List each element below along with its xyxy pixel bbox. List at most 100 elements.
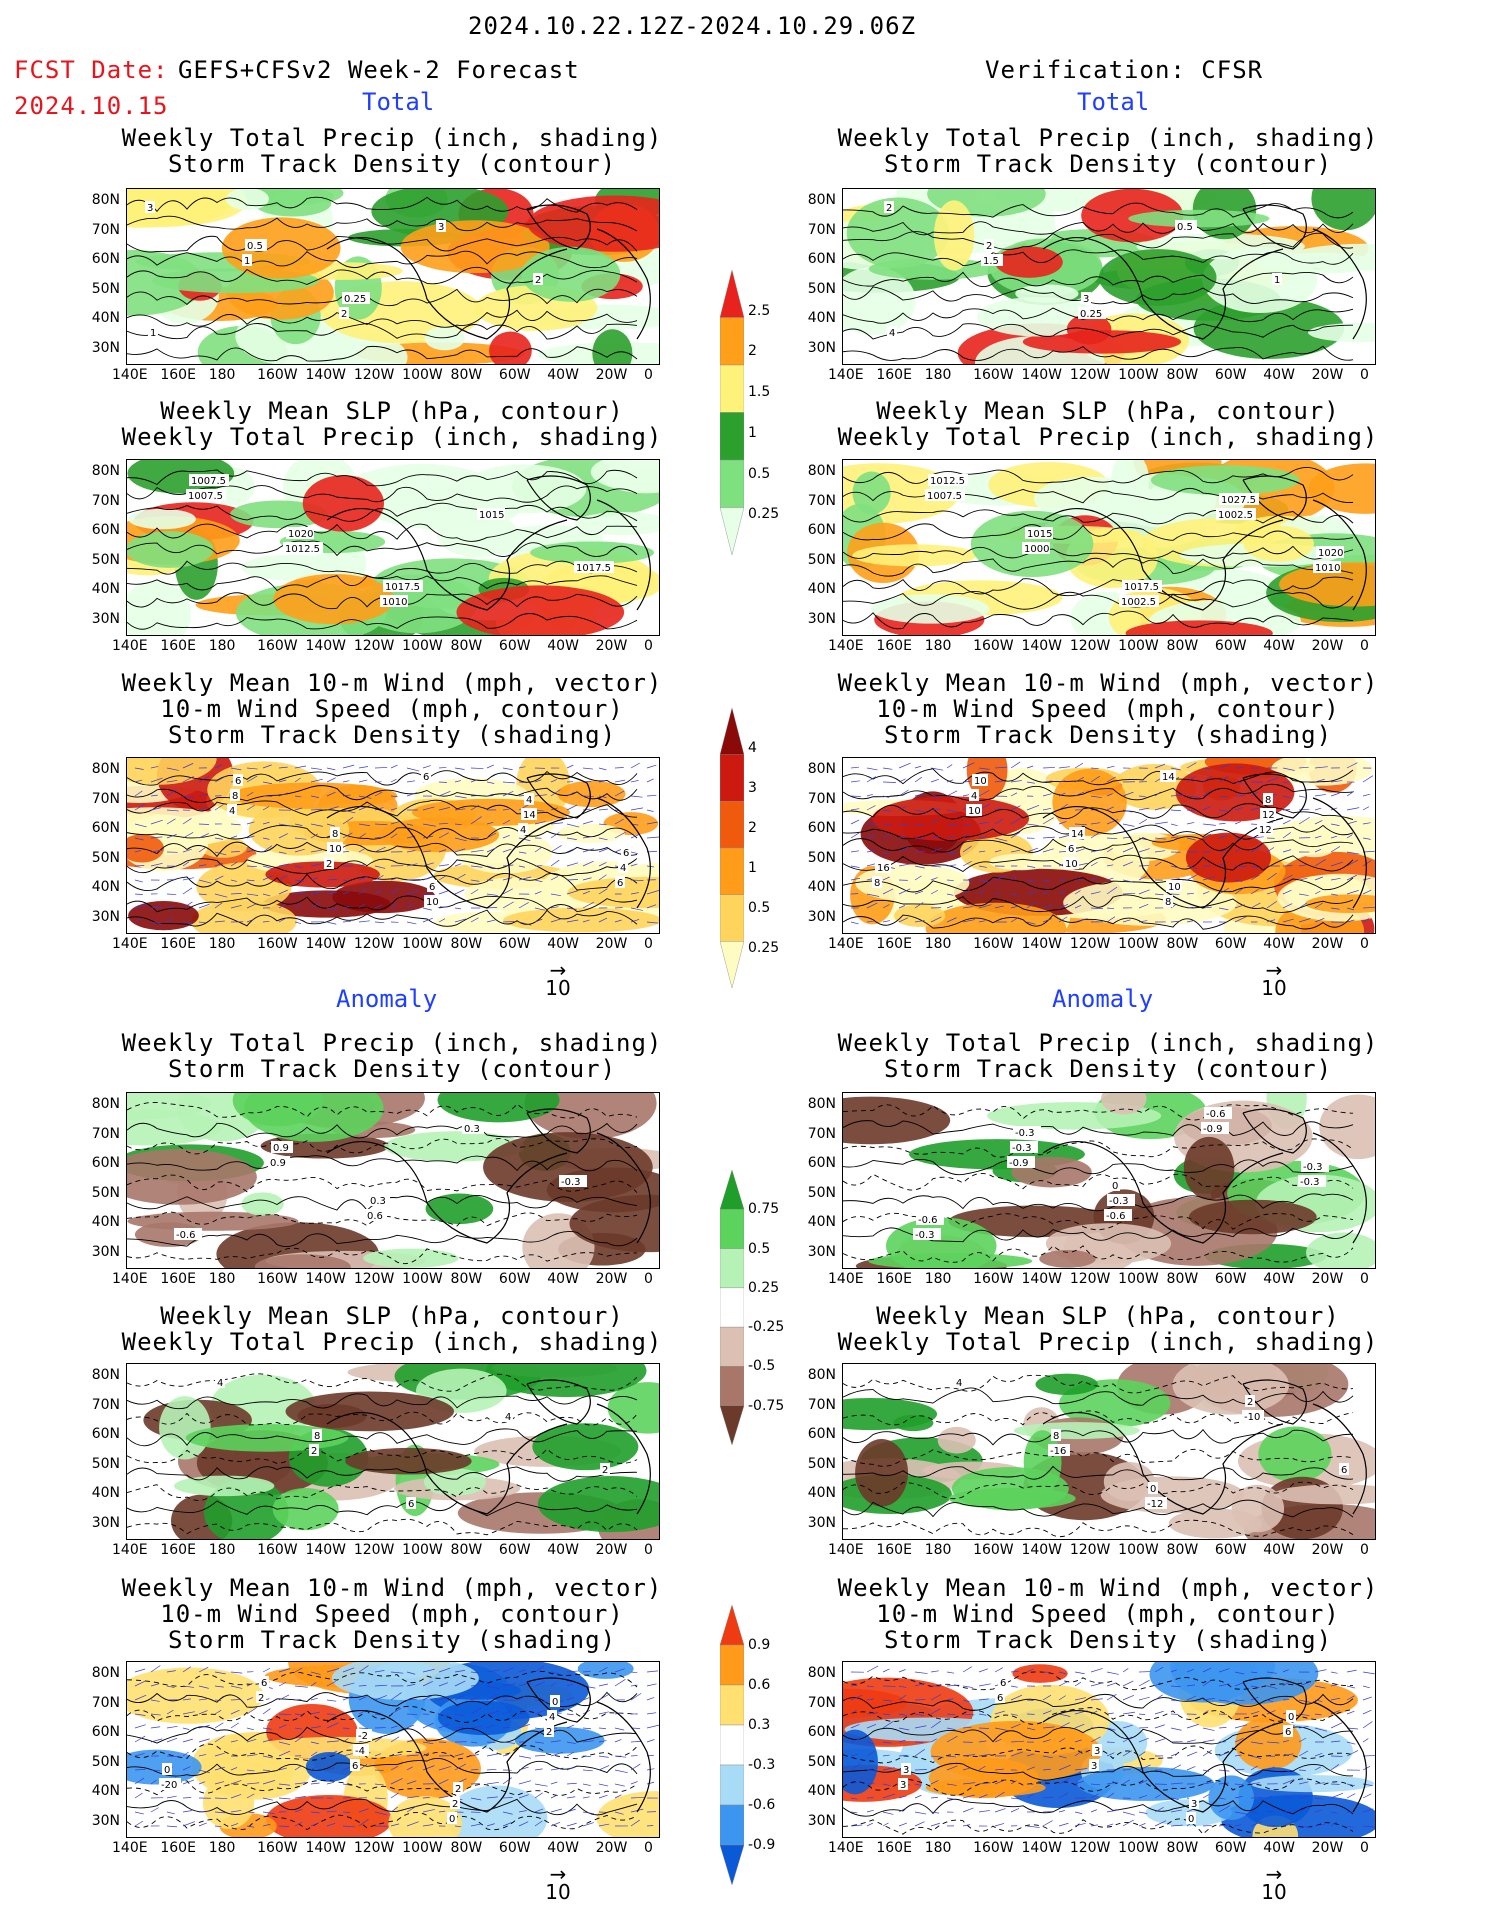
wind-vector [310,1782,320,1785]
colorbar-label: -0.75 [748,1397,785,1414]
shaded-region [607,1382,659,1434]
svg-text:1015: 1015 [1027,529,1052,540]
wind-vector [326,777,336,783]
lon-label: 180 [208,638,236,654]
contour-line [127,250,638,269]
svg-text:14: 14 [523,810,536,821]
wind-vector [326,806,339,811]
wind-vector [646,795,657,797]
wind-vector [470,1823,482,1827]
wind-vector [1298,816,1310,825]
wind-vector [1218,1699,1230,1702]
contour-line [843,1762,1354,1781]
wind-vector [1042,891,1050,895]
wind-vector [994,1768,1004,1771]
lon-label: 40W [1263,638,1295,654]
wind-vector [1314,859,1326,867]
wind-vector [1234,886,1246,895]
wind-vector [630,1763,641,1771]
wind-vector [1282,874,1293,881]
coastline [596,228,651,340]
wind-vector [930,847,943,853]
wind-vector [1074,918,1088,923]
wind-vector [390,833,398,839]
lat-label: 70N [91,1396,120,1413]
contour-label: 1017.5 [574,561,614,574]
wind-vector [1234,1738,1244,1743]
lat-label: 60N [807,522,836,538]
wind-vector [550,1671,560,1675]
wind-vector [454,1713,465,1717]
lat-label: 40N [807,1485,836,1501]
wind-vector [898,1807,907,1813]
lon-label: 0 [1360,1840,1369,1856]
wind-vector [1218,1751,1230,1757]
shaded-region [221,217,341,279]
shaded-region [557,823,625,844]
wind-vector [866,902,878,909]
lat-label: 60N [807,1724,836,1740]
shaded-region [241,1192,284,1216]
wind-vector [614,1755,627,1758]
colorbar-label: 0.6 [748,1677,771,1693]
wind-vector [850,1797,858,1800]
svg-text:6: 6 [408,1499,414,1510]
lat-label: 70N [807,790,836,807]
wind-vector [1266,890,1277,895]
lon-label: 0 [1360,1271,1369,1287]
wind-vector [598,1727,606,1729]
contour-label: -10 [1242,1410,1264,1423]
wind-vector [1234,1671,1245,1675]
wind-vector [1218,809,1230,812]
contour-label: 2 [453,1782,463,1795]
wind-vector [1346,807,1360,811]
wind-vector [278,1724,287,1729]
lat-label: 70N [91,221,120,238]
wind-vector [994,1667,1004,1673]
wind-vector [978,920,986,923]
wind-vector [518,902,529,909]
contour-line [127,1484,638,1501]
svg-text:1027.5: 1027.5 [1221,495,1256,506]
wind-vector [502,1683,516,1687]
contour-line [843,1798,1354,1817]
contour-label: 6 [1066,842,1076,855]
wind-vector [262,837,270,840]
wind-vector [262,764,272,769]
wind-vector [486,907,498,909]
lon-label: 60W [498,1542,531,1558]
wind-vector [994,780,1004,783]
lon-label: 100W [1118,638,1159,654]
wind-vector [326,1810,337,1813]
wind-vector [502,1822,512,1827]
contour-line [843,1499,1354,1518]
wind-vector [1202,1749,1212,1757]
wind-vector [1234,1824,1242,1827]
wind-vector [946,835,957,839]
contour-label: 4 [524,793,534,806]
wind-vector [582,1755,591,1757]
wind-vector [1138,1764,1151,1771]
wind-vector [486,832,496,839]
wind-vector [230,1767,238,1771]
wind-vector [882,876,890,881]
shaded-region [503,907,659,933]
svg-text:3: 3 [903,1765,909,1776]
wind-vector [358,903,366,909]
colorbar-segment [719,1724,745,1766]
wind-vector [326,1722,339,1729]
lat-label: 70N [807,221,836,238]
wind-vector [310,1822,320,1827]
lon-label: 20W [595,638,628,654]
panel-title-line: Weekly Total Precip (inch, shading) [837,124,1379,152]
wind-vector [550,1682,557,1687]
wind-vector [422,806,435,811]
svg-text:-0.9: -0.9 [1203,1124,1223,1135]
wind-vector [1202,1667,1212,1673]
wind-vector [630,1741,641,1743]
wind-vector [1346,890,1359,895]
lat-label: 50N [807,849,836,866]
wind-vector [1218,1805,1231,1813]
wind-vector [1010,780,1022,783]
wind-vector [630,1781,638,1785]
